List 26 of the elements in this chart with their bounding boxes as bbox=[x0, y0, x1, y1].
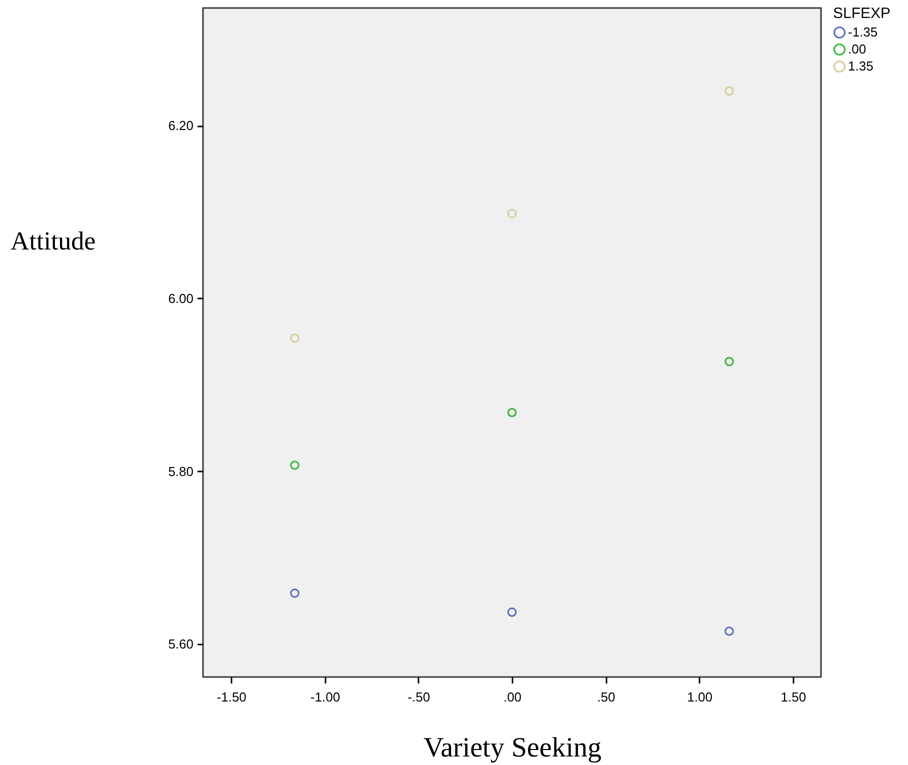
point bbox=[507, 209, 517, 218]
legend-title: SLFEXP bbox=[833, 5, 891, 22]
y-axis-title: Attitude bbox=[10, 226, 96, 256]
point bbox=[290, 334, 300, 343]
x-tick-label: -1.00 bbox=[310, 690, 340, 704]
point bbox=[724, 356, 734, 366]
legend-label: .00 bbox=[848, 42, 866, 56]
legend-label: 1.35 bbox=[848, 58, 874, 74]
point bbox=[507, 408, 517, 418]
x-tick-label: 1.00 bbox=[687, 690, 712, 704]
point bbox=[507, 608, 517, 617]
x-tick-label: -1.50 bbox=[216, 690, 246, 704]
point bbox=[290, 588, 300, 598]
y-tick-label: 5.80 bbox=[168, 464, 194, 479]
point bbox=[724, 86, 734, 96]
x-tick-label: .00 bbox=[503, 690, 522, 704]
point bbox=[724, 626, 734, 636]
x-tick-label: .50 bbox=[597, 690, 616, 704]
y-tick-label: 6.00 bbox=[168, 290, 194, 306]
x-tick-label: -.50 bbox=[408, 690, 430, 704]
point bbox=[290, 460, 300, 470]
y-tick-label: 6.20 bbox=[168, 118, 194, 134]
legend-label: -1.35 bbox=[848, 24, 878, 40]
x-tick-label: 1.50 bbox=[780, 690, 806, 704]
x-axis-title: Variety Seeking bbox=[423, 732, 602, 764]
y-tick-label: 5.60 bbox=[168, 636, 194, 652]
